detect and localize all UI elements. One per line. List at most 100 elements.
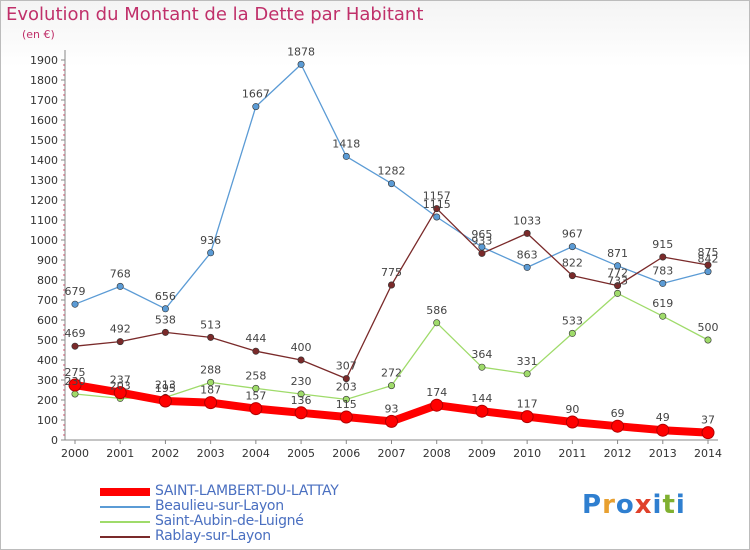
- data-label: 49: [656, 411, 670, 424]
- x-tick-label: 2003: [197, 447, 225, 460]
- y-tick-label: 1600: [30, 114, 58, 127]
- y-tick-label: 800: [37, 274, 58, 287]
- data-label: 237: [110, 374, 131, 387]
- data-label: 875: [698, 246, 719, 259]
- data-label: 187: [200, 384, 221, 397]
- legend-label: Saint-Aubin-de-Luigné: [155, 513, 304, 529]
- data-point: [116, 282, 124, 290]
- data-point: [523, 263, 531, 271]
- legend-swatch: [100, 521, 150, 523]
- legend-swatch: [100, 536, 150, 538]
- data-point: [568, 272, 576, 280]
- data-point: [342, 395, 350, 403]
- data-point: [207, 249, 215, 257]
- data-label: 967: [562, 228, 583, 241]
- data-label: 783: [652, 264, 673, 277]
- data-point: [704, 268, 712, 276]
- data-label: 364: [471, 348, 492, 361]
- data-label: 679: [65, 285, 86, 298]
- chart-title: Evolution du Montant de la Dette par Hab…: [6, 4, 424, 25]
- data-label: 871: [607, 247, 628, 260]
- data-point: [568, 243, 576, 251]
- x-tick-label: 2008: [423, 447, 451, 460]
- data-point: [387, 281, 395, 289]
- legend-item: Rablay-sur-Layon: [100, 528, 430, 544]
- data-label: 444: [245, 332, 266, 345]
- x-tick-label: 2010: [513, 447, 541, 460]
- data-label: 772: [607, 267, 628, 280]
- data-label: 174: [426, 386, 447, 399]
- data-point: [387, 382, 395, 390]
- data-label: 965: [471, 228, 492, 241]
- proxiti-logo: Proxiti: [582, 490, 686, 520]
- data-point: [385, 414, 398, 428]
- y-axis-unit: (en €): [22, 28, 55, 41]
- x-tick-label: 2014: [694, 447, 722, 460]
- data-point: [433, 205, 441, 213]
- x-tick-label: 2002: [151, 447, 179, 460]
- data-label: 863: [517, 248, 538, 261]
- data-point: [207, 333, 215, 341]
- data-point: [659, 312, 667, 320]
- data-point: [565, 415, 579, 429]
- x-tick-label: 2011: [558, 447, 586, 460]
- data-label: 157: [245, 390, 266, 403]
- data-label: 469: [65, 327, 86, 340]
- legend-label: Beaulieu-sur-Layon: [155, 498, 284, 514]
- data-label: 915: [652, 238, 673, 251]
- data-label: 619: [652, 297, 673, 310]
- data-label: 1115: [423, 198, 451, 211]
- data-label: 768: [110, 267, 131, 280]
- data-label: 775: [381, 266, 402, 279]
- legend-item: SAINT-LAMBERT-DU-LATTAY: [100, 483, 430, 499]
- data-label: 117: [517, 398, 538, 411]
- data-label: 936: [200, 234, 221, 247]
- x-tick-label: 2013: [649, 447, 677, 460]
- data-point: [252, 103, 260, 111]
- data-point: [71, 342, 79, 350]
- legend: SAINT-LAMBERT-DU-LATTAY Beaulieu-sur-Layo…: [100, 483, 430, 544]
- data-label: 136: [291, 394, 312, 407]
- y-tick-label: 500: [37, 334, 58, 347]
- y-tick-label: 200: [37, 394, 58, 407]
- y-tick-label: 1300: [30, 174, 58, 187]
- data-label: 500: [698, 321, 719, 334]
- legend-swatch: [100, 506, 150, 508]
- data-label: 272: [381, 367, 402, 380]
- data-point: [523, 229, 531, 237]
- data-label: 203: [110, 379, 131, 392]
- data-label: 933: [471, 234, 492, 247]
- data-point: [704, 261, 712, 269]
- data-point: [204, 396, 218, 410]
- x-tick-label: 2004: [242, 447, 270, 460]
- data-point: [478, 249, 486, 257]
- y-tick-label: 0: [51, 434, 58, 447]
- x-tick-label: 2012: [604, 447, 632, 460]
- y-tick-label: 1700: [30, 94, 58, 107]
- data-label: 288: [200, 363, 221, 376]
- data-point: [475, 404, 489, 418]
- x-tick-label: 2000: [61, 447, 89, 460]
- data-label: 230: [291, 375, 312, 388]
- data-point: [568, 329, 576, 337]
- data-label: 538: [155, 313, 176, 326]
- data-point: [478, 363, 486, 371]
- data-label: 115: [336, 398, 357, 411]
- data-point: [252, 384, 260, 392]
- data-point: [430, 398, 444, 412]
- data-label: 93: [385, 402, 399, 415]
- y-tick-label: 1400: [30, 154, 58, 167]
- data-label: 1878: [287, 45, 315, 58]
- data-point: [659, 253, 667, 261]
- data-point: [71, 390, 79, 398]
- data-point: [161, 328, 169, 336]
- data-point: [659, 279, 667, 287]
- legend-item: Saint-Aubin-de-Luigné: [100, 513, 430, 529]
- x-tick-label: 2005: [287, 447, 315, 460]
- y-tick-label: 300: [37, 374, 58, 387]
- data-label: 842: [698, 253, 719, 266]
- x-tick-label: 2007: [378, 447, 406, 460]
- y-tick-label: 1900: [30, 54, 58, 67]
